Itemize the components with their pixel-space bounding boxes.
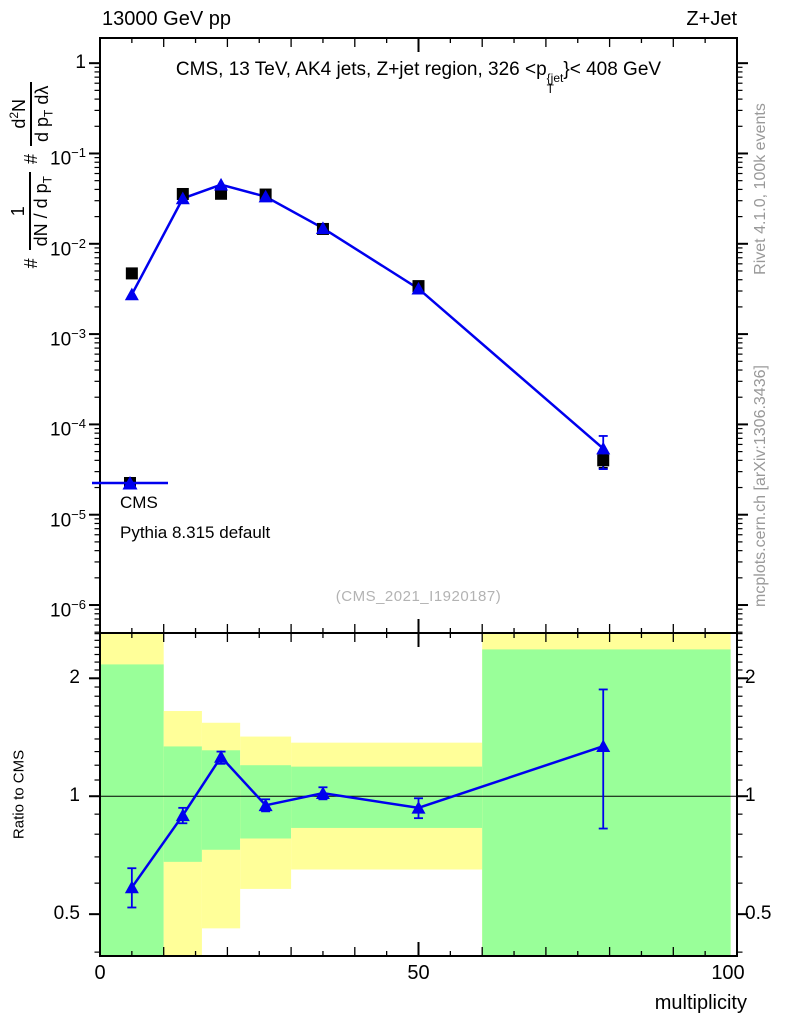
mcplots-reference-note: mcplots.cern.ch [arXiv:1306.3436] xyxy=(752,365,769,607)
tick-label: 10−2 xyxy=(50,235,86,261)
tick-label: 1 xyxy=(75,52,86,74)
formula-fraction-two: d2N d pT dλ xyxy=(6,81,55,146)
tick-label: 0.5 xyxy=(745,903,772,925)
process-title: Z+Jet xyxy=(686,8,737,30)
legend-label-cms: CMS xyxy=(120,493,158,512)
legend: CMS Pythia 8.315 default xyxy=(92,476,271,548)
ratio-plot-canvas xyxy=(89,632,748,957)
main-y-axis-formula: # 1 dN / d pT # d2N d pT dλ xyxy=(3,40,59,310)
tick-label: 10−6 xyxy=(50,597,86,622)
analysis-id-watermark: (CMS_2021_I1920187) xyxy=(335,588,502,605)
legend-item-pythia: Pythia 8.315 default xyxy=(92,476,271,548)
pt-jet-stack: {jet T xyxy=(546,71,564,96)
tick-label: 1 xyxy=(745,785,756,807)
tick-label: 0.5 xyxy=(53,903,80,925)
rivet-version-note: Rivet 4.1.0, 100k events xyxy=(752,103,769,275)
tick-label: 10−5 xyxy=(50,506,86,532)
tick-label: 10−4 xyxy=(50,416,86,441)
beam-energy-title: 13000 GeV pp xyxy=(102,8,231,30)
tick-label: 10−3 xyxy=(50,326,86,351)
analysis-title: CMS, 13 TeV, AK4 jets, Z+jet region, 326… xyxy=(175,59,662,96)
tick-label: 50 xyxy=(407,962,430,984)
tick-label: 0 xyxy=(94,962,106,984)
ratio-panel xyxy=(89,632,748,957)
main-plot-canvas xyxy=(89,37,748,634)
pythia-marker-icon xyxy=(92,476,168,490)
tick-label: 100 xyxy=(711,962,745,984)
main-panel: CMS, 13 TeV, AK4 jets, Z+jet region, 326… xyxy=(89,37,748,634)
legend-label-pythia: Pythia 8.315 default xyxy=(120,523,271,542)
tick-label: 2 xyxy=(69,667,80,689)
tick-label: 1 xyxy=(69,785,80,807)
x-axis-title: multiplicity xyxy=(654,992,747,1014)
tick-label: 2 xyxy=(745,667,756,689)
tick-label: 10−1 xyxy=(50,145,86,170)
